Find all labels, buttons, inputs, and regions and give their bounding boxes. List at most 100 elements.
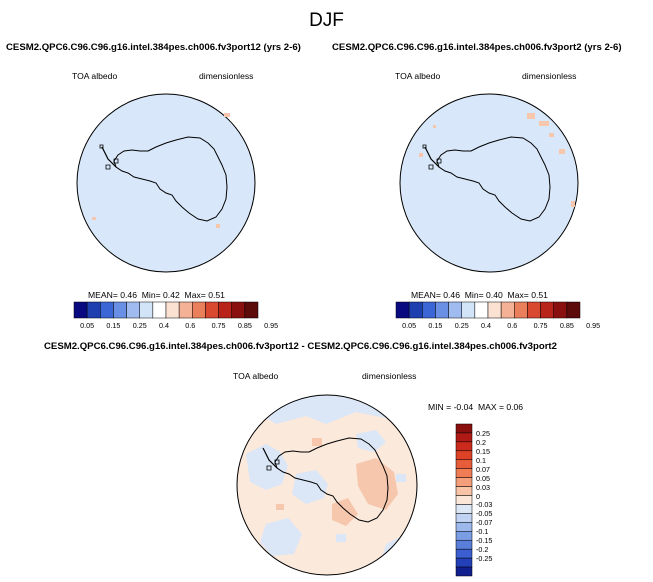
colorbar-diff-box xyxy=(455,513,473,523)
panel-right-min-value: 0.40 xyxy=(486,290,503,300)
colorbar-box xyxy=(474,301,489,319)
panel-right-min-label: Min= xyxy=(464,290,484,300)
colorbar-diff-box xyxy=(455,423,473,434)
map-diff-peninsula xyxy=(262,447,278,469)
colorbar-box xyxy=(192,301,206,319)
colorbar-tick-label: 0.85 xyxy=(237,321,252,330)
colorbar-tick-label: 0.15 xyxy=(428,321,443,330)
colorbar-diff-box xyxy=(455,504,473,514)
map-right-disk xyxy=(399,93,579,273)
panel-right-max-value: 0.51 xyxy=(531,290,548,300)
colorbar-diff-tick-label: -0.05 xyxy=(476,509,493,519)
diff-max-label: MAX = xyxy=(477,402,504,412)
colorbar-box xyxy=(408,301,423,319)
colorbar-diff-box xyxy=(455,531,473,541)
colorbar-tick-label: 0.75 xyxy=(533,321,548,330)
colorbar-box xyxy=(218,301,232,319)
colorbar-box xyxy=(448,301,462,319)
panel-right-mean-value: 0.46 xyxy=(443,290,460,300)
panel-left-case-title: CESM2.QPC6.C96.C96.g16.intel.384pes.ch00… xyxy=(6,42,301,53)
colorbar-box xyxy=(126,301,140,319)
diff-units: dimensionless xyxy=(362,371,417,381)
colorbar-box xyxy=(553,301,568,319)
colorbar-box xyxy=(100,301,114,319)
colorbar-diff-tick-label: 0.05 xyxy=(476,473,490,483)
colorbar-diff-tick-label: 0.1 xyxy=(476,455,486,465)
map-right-anomalies xyxy=(419,113,575,207)
colorbar-box xyxy=(540,301,554,319)
colorbar-diff-tick-label: 0.03 xyxy=(476,482,490,492)
colorbar-diff-tick-label: -0.03 xyxy=(476,500,493,510)
colorbar-box xyxy=(244,301,259,319)
diff-stats: MIN = -0.04 MAX = 0.06 xyxy=(428,402,523,412)
panel-right-units: dimensionless xyxy=(522,71,577,81)
colorbar-diff-box xyxy=(455,548,473,559)
map-right-peninsula xyxy=(424,146,440,168)
page-title: DJF xyxy=(309,10,344,31)
map-left xyxy=(76,93,256,273)
panel-right-variable: TOA albedo xyxy=(395,71,441,81)
colorbar-box xyxy=(514,301,528,319)
colorbar-box xyxy=(461,301,476,319)
colorbar-box xyxy=(422,301,436,319)
panel-left-min-value: 0.42 xyxy=(163,290,180,300)
colorbar-box xyxy=(487,301,502,319)
colorbar-diff-box xyxy=(455,450,473,461)
map-diff-border xyxy=(236,394,418,576)
panel-left-min-label: Min= xyxy=(141,290,161,300)
panel-right-stats: MEAN= 0.46 Min= 0.40 Max= 0.51 xyxy=(411,290,548,300)
diff-max-value: 0.06 xyxy=(506,402,524,412)
colorbar-diff-box xyxy=(455,432,473,443)
colorbar-diff-box xyxy=(455,566,473,577)
colorbar-box xyxy=(86,301,101,319)
colorbar-diff-tick-label: -0.1 xyxy=(476,527,489,537)
map-left-anomalies xyxy=(92,113,230,228)
colorbar-tick-label: 0.25 xyxy=(454,321,469,330)
panel-right-mean-label: MEAN= xyxy=(411,290,441,300)
map-left-islands xyxy=(99,144,119,170)
colorbar-diff-tick-label: -0.2 xyxy=(476,545,489,555)
diff-min-label: MIN = xyxy=(428,402,452,412)
colorbar-box xyxy=(435,301,449,319)
colorbar-diff-tick-label: 0 xyxy=(476,491,480,501)
colorbar-box xyxy=(527,301,541,319)
map-right xyxy=(399,93,579,273)
colorbar-tick-label: 0.15 xyxy=(106,321,121,330)
colorbar-diff-tick-label: 0.25 xyxy=(476,428,490,438)
panel-left-units: dimensionless xyxy=(199,71,254,81)
map-diff xyxy=(236,394,418,576)
colorbar-diff-box xyxy=(455,539,473,550)
panel-left-mean-label: MEAN= xyxy=(88,290,118,300)
map-right-islands xyxy=(422,144,442,170)
colorbar-box xyxy=(566,301,581,319)
colorbar-diff-tick-label: -0.07 xyxy=(476,518,493,528)
panel-left-variable: TOA albedo xyxy=(72,71,118,81)
colorbar-diff-tick-label: 0.2 xyxy=(476,437,486,447)
colorbar-box xyxy=(178,301,193,319)
colorbar-box xyxy=(165,301,180,319)
colorbar-tick-label: 0.95 xyxy=(264,321,279,330)
colorbar-box xyxy=(139,301,154,319)
colorbar-box xyxy=(395,301,410,319)
colorbar-box xyxy=(500,301,515,319)
colorbar-tick-label: 0.05 xyxy=(402,321,417,330)
colorbar-diff-box xyxy=(455,522,473,532)
colorbar-box xyxy=(152,301,167,319)
map-diff-islands xyxy=(266,459,280,471)
colorbar-diff-box xyxy=(455,468,473,478)
panel-right-max-label: Max= xyxy=(507,290,529,300)
colorbar-diff-box xyxy=(455,486,473,496)
colorbar-right xyxy=(395,301,581,319)
colorbar-diff-box xyxy=(455,459,473,469)
colorbar-tick-label: 0.25 xyxy=(132,321,147,330)
colorbar-tick-label: 0.85 xyxy=(559,321,574,330)
panel-left-stats: MEAN= 0.46 Min= 0.42 Max= 0.51 xyxy=(88,290,225,300)
panel-left-max-value: 0.51 xyxy=(208,290,225,300)
colorbar-diff-box xyxy=(455,441,473,452)
colorbar-diff-box xyxy=(455,557,473,568)
colorbar-diff xyxy=(455,423,473,577)
colorbar-box xyxy=(113,301,127,319)
colorbar-tick-label: 0.4 xyxy=(481,321,491,330)
colorbar-tick-label: 0.4 xyxy=(159,321,169,330)
panel-right-case-title: CESM2.QPC6.C96.C96.g16.intel.384pes.ch00… xyxy=(332,42,622,53)
